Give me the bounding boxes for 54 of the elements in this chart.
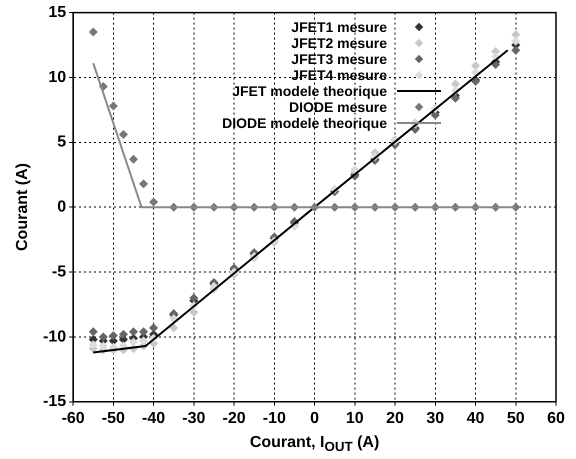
x-tick-label: 40 [466,410,485,427]
point [139,327,148,336]
legend-label: JFET2 mesure [291,34,387,51]
x-tick-label: -50 [102,410,126,427]
legend-label: JFET modele theorique [232,82,387,99]
point [450,79,460,88]
point [350,165,360,174]
point [118,130,128,140]
point [511,36,520,46]
y-tick-label: 15 [48,4,66,22]
point [98,332,108,342]
x-tick-label: 10 [346,410,364,427]
point [108,331,118,340]
x-tick-label: 30 [426,410,444,427]
point [118,330,128,339]
point [511,46,520,55]
y-tick-label: -10 [43,328,66,346]
point [139,336,148,346]
point [108,102,118,111]
x-tick-label: 60 [547,410,565,427]
point [149,323,158,332]
point [88,340,98,350]
y-tick-label: 0 [57,198,66,216]
x-tick-label: -60 [62,410,85,427]
legend-label: DIODE modele theorique [222,114,387,131]
point [149,198,158,207]
x-tick-label: -10 [262,410,286,427]
point [98,342,108,351]
y-tick-label: -15 [43,393,66,410]
x-tick-label: -40 [142,410,166,427]
y-tick-label: 5 [57,134,66,151]
point [139,179,148,188]
legend-label: JFET1 mesure [291,18,387,35]
y-tick-label: 10 [48,68,66,86]
x-tick-label: -30 [182,410,206,427]
x-tick-label: -20 [222,410,246,427]
x-tick-label: 20 [386,410,404,427]
y-tick-label: -5 [52,263,66,280]
point [128,154,138,164]
point [128,338,138,347]
legend-label: JFET3 mesure [291,50,387,67]
point [450,94,460,103]
y-axis-title: Courant (A) [14,163,32,252]
point [169,323,178,332]
point [88,327,98,336]
point [491,60,500,69]
point [88,28,98,37]
legend-label: DIODE mesure [288,98,387,115]
legend-label: JFET4 mesure [291,66,387,83]
x-tick-label: 50 [506,410,525,427]
x-axis-title: Courant, I$_{OUT}$ (A) [248,434,380,454]
point [189,294,198,303]
x-tick-label: 0 [310,410,320,427]
point [128,327,138,336]
